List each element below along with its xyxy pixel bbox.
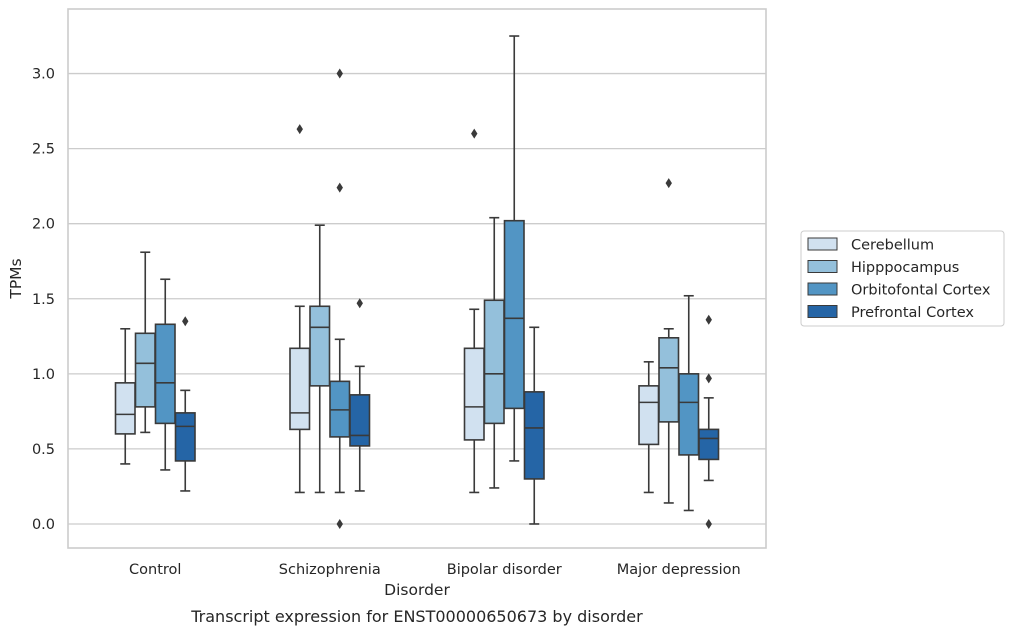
outlier-point	[336, 518, 343, 529]
outlier-point	[665, 178, 672, 189]
legend: Cerebellum Hipppocampus Orbitofontal Corte…	[800, 230, 1005, 327]
outlier-point	[182, 316, 189, 327]
plot-frame	[67, 8, 767, 549]
legend-swatch	[807, 282, 838, 296]
box	[503, 35, 525, 462]
y-axis-title: TPMs	[7, 258, 25, 299]
x-axis-title: Disorder	[384, 581, 450, 599]
box	[154, 278, 176, 471]
box-body	[638, 385, 660, 446]
box	[658, 178, 680, 504]
outlier-point	[705, 518, 712, 529]
box-body	[658, 337, 680, 423]
outlier-point	[705, 314, 712, 325]
box	[698, 314, 720, 529]
x-tick-labels: Control Schizophrenia Bipolar disorder Majo…	[129, 562, 741, 578]
box-body	[154, 323, 176, 425]
box	[463, 128, 485, 494]
box	[174, 316, 196, 492]
outlier-point	[296, 124, 303, 135]
y-tick-label: 0.0	[32, 517, 55, 533]
legend-frame	[800, 230, 1005, 327]
outlier-point	[471, 128, 478, 139]
box-body	[174, 412, 196, 462]
box	[638, 361, 660, 494]
box-body	[289, 347, 311, 431]
y-tick-label: 0.5	[32, 442, 55, 458]
y-tick-label: 1.0	[32, 367, 55, 383]
series-group	[134, 178, 680, 504]
box-series	[114, 35, 720, 529]
box	[349, 298, 371, 492]
box-body	[114, 382, 136, 435]
box-body	[678, 373, 700, 456]
box-body	[463, 347, 485, 441]
legend-swatch	[807, 237, 838, 251]
y-tick-label: 2.0	[32, 217, 55, 233]
x-tick-label: Major depression	[617, 562, 741, 578]
legend-swatch	[807, 305, 838, 318]
box-body	[134, 332, 156, 408]
x-tick-label: Control	[129, 562, 181, 578]
series-group	[174, 298, 720, 529]
box-body	[483, 299, 505, 425]
y-tick-labels: 0.0 0.5 1.0 1.5 2.0 2.5 3.0	[32, 67, 55, 533]
y-tick-label: 2.5	[32, 142, 55, 158]
outlier-point	[356, 298, 363, 309]
x-tick-label: Bipolar disorder	[447, 562, 562, 578]
box-body	[698, 428, 720, 461]
box-body	[503, 219, 525, 410]
series-group	[154, 35, 700, 529]
grid-lines	[68, 72, 766, 525]
outlier-point	[705, 373, 712, 384]
x-tick-label: Schizophrenia	[279, 562, 381, 578]
box	[309, 224, 331, 494]
box	[289, 124, 311, 494]
box-body	[349, 394, 371, 447]
outlier-point	[336, 182, 343, 193]
box	[483, 216, 505, 489]
box	[114, 327, 136, 465]
box	[134, 251, 156, 434]
legend-label: Prefrontal Cortex	[851, 305, 974, 321]
legend-label: Orbitofontal Cortex	[851, 283, 991, 299]
box-body	[309, 305, 331, 387]
legend-swatch	[807, 260, 838, 273]
box	[523, 326, 545, 525]
y-tick-label: 3.0	[32, 67, 55, 83]
box-body	[523, 391, 545, 480]
figure-caption: Transcript expression for ENST0000065067…	[190, 607, 643, 626]
box	[678, 294, 700, 512]
legend-label: Hipppocampus	[851, 260, 959, 276]
legend-label: Cerebellum	[851, 238, 934, 254]
outlier-point	[336, 68, 343, 79]
y-tick-label: 1.5	[32, 292, 55, 308]
series-group	[114, 124, 660, 494]
